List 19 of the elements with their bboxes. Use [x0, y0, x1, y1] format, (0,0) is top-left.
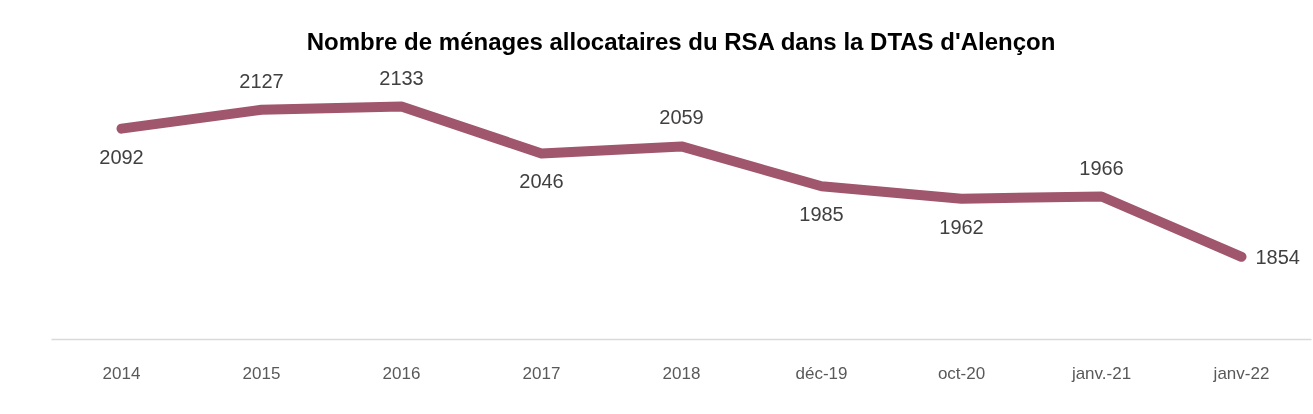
data-label: 2059 — [659, 106, 704, 129]
data-label: 2092 — [99, 145, 144, 168]
x-tick-label: janv.-21 — [1070, 363, 1132, 383]
data-label: 2133 — [379, 66, 424, 89]
data-label: 2127 — [239, 69, 284, 92]
chart-title: Nombre de ménages allocataires du RSA dans la DTAS d'Alençon — [306, 28, 1056, 55]
data-label: 1985 — [799, 203, 844, 226]
data-label: 1854 — [1255, 245, 1300, 268]
data-label: 1962 — [939, 215, 984, 238]
data-label: 1966 — [1079, 156, 1124, 179]
x-tick-label: 2015 — [242, 363, 281, 383]
x-tick-label: 2014 — [102, 363, 141, 383]
data-label: 2046 — [519, 170, 564, 193]
x-tick-label: 2017 — [522, 363, 561, 383]
x-tick-label: 2016 — [382, 363, 421, 383]
x-tick-label: janv-22 — [1212, 363, 1270, 383]
x-tick-label: déc-19 — [795, 363, 848, 383]
x-tick-label: oct-20 — [937, 363, 986, 383]
x-tick-label: 2018 — [662, 363, 701, 383]
